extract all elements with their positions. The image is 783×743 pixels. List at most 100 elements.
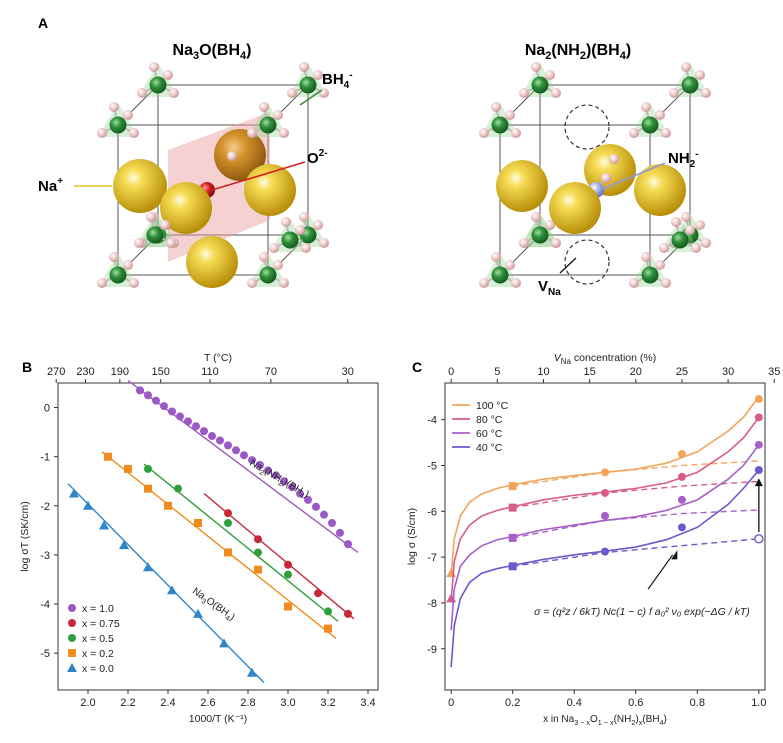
x-tick-label: 2.4 [160, 697, 175, 709]
series-annotation: Na3O(BH4) [189, 586, 237, 625]
boron-atom [281, 231, 299, 249]
hydrogen-atom [551, 238, 561, 248]
data-point [264, 466, 272, 475]
x-tick-label: 0.8 [690, 697, 705, 709]
data-point [272, 471, 280, 480]
top-tick-label: 35 [768, 366, 780, 378]
data-point [601, 488, 609, 497]
x-tick-label: 0.2 [505, 697, 520, 709]
legend-marker [67, 663, 77, 672]
x-tick-label: 0.4 [567, 697, 582, 709]
hydrogen-atom [685, 225, 695, 235]
hydrogen-atom [279, 278, 289, 288]
x-tick-label: 2.2 [120, 697, 135, 709]
dashed-trend [512, 538, 759, 567]
fit-line [67, 483, 265, 684]
top-tick-label: 0 [448, 366, 454, 378]
data-point [312, 502, 320, 511]
data-point [284, 570, 292, 579]
legend-marker [68, 604, 76, 612]
data-point [143, 562, 153, 572]
hydrogen-atom [319, 88, 329, 98]
sodium-ion [549, 182, 601, 234]
hydrogen-atom [629, 128, 639, 138]
chart-b-frame [57, 382, 379, 691]
data-point [192, 422, 200, 431]
y-tick-label: -3 [40, 550, 50, 562]
hydrogen-atom [531, 212, 541, 222]
data-point [508, 503, 517, 512]
boron-atom [491, 116, 509, 134]
top-tick-label: 70 [265, 366, 277, 378]
conductivity-formula: σ = (q²z / 6kT) Nc(1 − c) f a₀² ν₀ exp(−… [534, 606, 750, 618]
hydrogen-atom [691, 243, 701, 253]
top-tick-label: 5 [494, 366, 500, 378]
y-tick-label: -8 [427, 598, 437, 610]
data-point [754, 440, 763, 449]
legend-label: x = 0.2 [82, 648, 114, 660]
y-tick-label: 0 [44, 403, 50, 415]
model-curve [450, 469, 760, 668]
data-point [176, 412, 184, 421]
data-point [144, 391, 152, 400]
data-point [184, 417, 192, 426]
hydrogen-atom [545, 220, 555, 230]
data-point [144, 464, 152, 473]
x-tick-label: 2.0 [80, 697, 95, 709]
boron-atom [259, 116, 277, 134]
data-point [754, 413, 763, 422]
hydrogen-atom [661, 278, 671, 288]
y-axis-label: log σT (SK/cm) [19, 501, 31, 571]
hydrogen-atom [279, 128, 289, 138]
series-annotation: Na2(NH2)(BH4) [247, 458, 311, 502]
data-point [336, 528, 344, 537]
hydrogen-atom [641, 252, 651, 262]
x-tick-label: 2.8 [240, 697, 255, 709]
y-tick-label: -6 [427, 506, 437, 518]
sodium-ion [160, 182, 212, 234]
legend-label: x = 0.75 [82, 618, 120, 630]
boron-atom [531, 226, 549, 244]
hydrogen-atom [701, 88, 711, 98]
hydrogen-atom [655, 110, 665, 120]
boron-atom [299, 76, 317, 94]
top-tick-label: 230 [76, 366, 94, 378]
x-tick-label: 3.4 [360, 697, 375, 709]
hydrogen-atom [629, 278, 639, 288]
boron-atom [146, 226, 164, 244]
legend-label: 80 °C [476, 414, 503, 426]
data-point [174, 484, 182, 493]
dashed-trend [512, 460, 759, 487]
data-point [508, 562, 517, 571]
hydrogen-atom [259, 102, 269, 112]
hydrogen-atom [313, 220, 323, 230]
data-point [508, 482, 517, 491]
data-point [284, 602, 292, 611]
data-point [754, 466, 763, 475]
hydrogen-atom [511, 128, 521, 138]
data-point [256, 461, 264, 470]
data-point [224, 518, 232, 527]
sodium-ion [496, 160, 548, 212]
vna-callout-label: VNa [538, 278, 561, 298]
data-point [304, 495, 312, 504]
data-point [324, 607, 332, 616]
boron-atom [641, 116, 659, 134]
x-tick-label: 2.6 [200, 697, 215, 709]
boron-atom [109, 116, 127, 134]
top-tick-label: 190 [111, 366, 129, 378]
hydrogen-atom [299, 212, 309, 222]
legend-label: 100 °C [476, 400, 509, 412]
hydrogen-atom [109, 102, 119, 112]
hydrogen-atom [129, 278, 139, 288]
data-point [208, 432, 216, 441]
hydrogen-atom [149, 62, 159, 72]
hydrogen-atom [671, 217, 681, 227]
bh4-callout-line [299, 89, 323, 106]
hydrogen-atom [601, 173, 611, 183]
chart-c-frame [444, 382, 766, 691]
top-tick-label: 30 [342, 366, 354, 378]
hydrogen-atom [319, 238, 329, 248]
o-callout-label: O2- [307, 148, 328, 167]
